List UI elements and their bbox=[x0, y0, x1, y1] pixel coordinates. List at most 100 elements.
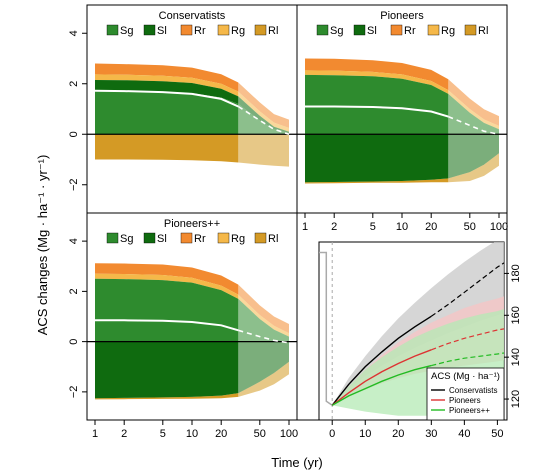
x-tick-label: 10 bbox=[186, 428, 198, 440]
y-tick-label: 0 bbox=[68, 131, 80, 137]
x-tick-label: 100 bbox=[280, 428, 298, 440]
band-Sl-projected bbox=[238, 341, 289, 394]
legend-entry-conservatists: Conservatists bbox=[449, 386, 497, 395]
legend-label-Sg: Sg bbox=[330, 25, 343, 37]
band-Sg-projected bbox=[238, 298, 289, 342]
legend-swatch-Rg bbox=[217, 232, 230, 244]
legend-entry-pioneers: Pioneers bbox=[449, 396, 481, 405]
legend-swatch-Sg bbox=[106, 232, 119, 244]
band-Rl-observed bbox=[95, 134, 239, 163]
y-tick-label: 4 bbox=[68, 30, 80, 36]
band-Rl-projected bbox=[238, 134, 289, 167]
band-Rl-observed bbox=[95, 393, 239, 400]
acs-legend-box bbox=[426, 367, 505, 421]
legend-swatch-Sl bbox=[143, 24, 156, 36]
area-panel-pioneersplusplus: Pioneers++ Sg Sl Rr Rg Rl −2 0 2 4 1 2 5 10 20 50 100 bbox=[68, 218, 298, 440]
legend-swatch-Rg bbox=[217, 24, 230, 36]
band-Rg-projected bbox=[238, 294, 289, 337]
legend-label-Sg: Sg bbox=[120, 233, 133, 245]
legend-label-Rr: Rr bbox=[404, 25, 416, 37]
line-pioneersplusplus-projected bbox=[431, 352, 504, 367]
legend-swatch-Rl bbox=[254, 24, 267, 36]
net-line-projected bbox=[447, 115, 500, 136]
top-x-tick-label: 100 bbox=[490, 221, 508, 233]
line-conservatists-projected bbox=[430, 262, 504, 317]
legend-swatch-Rg bbox=[427, 24, 440, 36]
acs-x-tick-label: 20 bbox=[392, 428, 404, 440]
band-Rg-projected bbox=[448, 90, 499, 130]
band-Rl-projected bbox=[238, 361, 289, 397]
legend-label-Sg: Sg bbox=[120, 25, 133, 37]
band-Sg-observed bbox=[95, 278, 239, 342]
legend-label-Rl: Rl bbox=[478, 25, 488, 37]
net-line-observed bbox=[94, 89, 239, 108]
acs-x-tick-label: 30 bbox=[425, 428, 437, 440]
line-conservatists-observed bbox=[331, 315, 432, 406]
legend-label-Sl: Sl bbox=[157, 25, 167, 37]
x-tick-label: 2 bbox=[121, 428, 127, 440]
legend-label-Sl: Sl bbox=[157, 233, 167, 245]
band-Rg-observed bbox=[305, 70, 449, 94]
legend-swatch-Rr bbox=[390, 24, 403, 36]
y-tick-label: 2 bbox=[68, 288, 80, 294]
legend-label-Rr: Rr bbox=[194, 25, 206, 37]
line-pioneers-projected bbox=[431, 328, 504, 351]
y-tick-label: 4 bbox=[68, 238, 80, 244]
band-Sg-projected bbox=[448, 93, 499, 135]
legend-label-Rg: Rg bbox=[231, 233, 245, 245]
legend-label-Rg: Rg bbox=[441, 25, 455, 37]
y-tick-label: 2 bbox=[68, 81, 80, 87]
legend-swatch-Sl bbox=[143, 232, 156, 244]
x-tick-label: 20 bbox=[215, 428, 227, 440]
acs-legend-title: ACS (Mg · ha⁻¹) bbox=[431, 371, 500, 382]
top-x-tick-label: 5 bbox=[370, 221, 376, 233]
acs-y-tick-label: 120 bbox=[510, 390, 522, 408]
top-x-tick-label: 50 bbox=[464, 221, 476, 233]
area-panel-pioneers: Pioneers Sg Sl Rr Rg Rl bbox=[297, 10, 507, 218]
acs-x-tick-label: 50 bbox=[491, 428, 503, 440]
band-Rg-observed bbox=[95, 74, 239, 97]
x-tick-label: 50 bbox=[254, 428, 266, 440]
legend-swatch-Rl bbox=[464, 24, 477, 36]
pre-plantation-line bbox=[319, 251, 333, 406]
legend-swatch-Rr bbox=[180, 232, 193, 244]
y-axis-label: ACS changes (Mg · ha⁻¹ · yr⁻¹) bbox=[35, 155, 50, 336]
y-tick-label: 0 bbox=[68, 339, 80, 345]
y-tick-label: −2 bbox=[68, 178, 80, 191]
acs-x-tick-label: 40 bbox=[458, 428, 470, 440]
legend-label-Rr: Rr bbox=[194, 233, 206, 245]
band-Sg-observed bbox=[95, 91, 239, 135]
band-Sl-projected bbox=[448, 134, 499, 179]
net-line-observed bbox=[95, 319, 239, 332]
legend-swatch-Sg bbox=[316, 24, 329, 36]
band-Sg-projected bbox=[238, 103, 289, 135]
panel-title: Pioneers++ bbox=[164, 218, 220, 230]
legend-label-Rl: Rl bbox=[268, 25, 278, 37]
acs-plot-area bbox=[319, 242, 504, 420]
legend-swatch-Rl bbox=[254, 232, 267, 244]
x-axis-label: Time (yr) bbox=[271, 455, 323, 470]
band-Sg-observed bbox=[305, 74, 449, 135]
panel-title: Conservatists bbox=[159, 10, 226, 22]
band-Rr-observed bbox=[95, 63, 239, 92]
band-Rr-observed bbox=[305, 58, 449, 91]
area-panel-conservatists: Conservatists Sg Sl Rr Rg Rl −2 0 2 4 bbox=[68, 10, 297, 191]
x-tick-label: 5 bbox=[160, 428, 166, 440]
acs-legend: ACS (Mg · ha⁻¹) ConservatistsPioneersPion… bbox=[426, 367, 505, 421]
net-line-observed bbox=[305, 105, 449, 118]
legend-label-Rl: Rl bbox=[268, 233, 278, 245]
legend-swatch-Rr bbox=[180, 24, 193, 36]
top-x-tick-label: 2 bbox=[331, 221, 337, 233]
net-line-projected bbox=[238, 329, 290, 344]
band-Rg-observed bbox=[95, 273, 239, 299]
legend-swatch-Sl bbox=[353, 24, 366, 36]
top-x-tick-label: 10 bbox=[396, 221, 408, 233]
legend-swatch-Sg bbox=[106, 24, 119, 36]
top-x-tick-label: 20 bbox=[425, 221, 437, 233]
line-pioneers-observed bbox=[331, 349, 432, 406]
band-Rg-projected bbox=[238, 91, 289, 132]
band-Sl-observed bbox=[305, 134, 449, 183]
acs-y-tick-label: 180 bbox=[510, 264, 522, 282]
band-Rl-projected bbox=[448, 153, 499, 183]
